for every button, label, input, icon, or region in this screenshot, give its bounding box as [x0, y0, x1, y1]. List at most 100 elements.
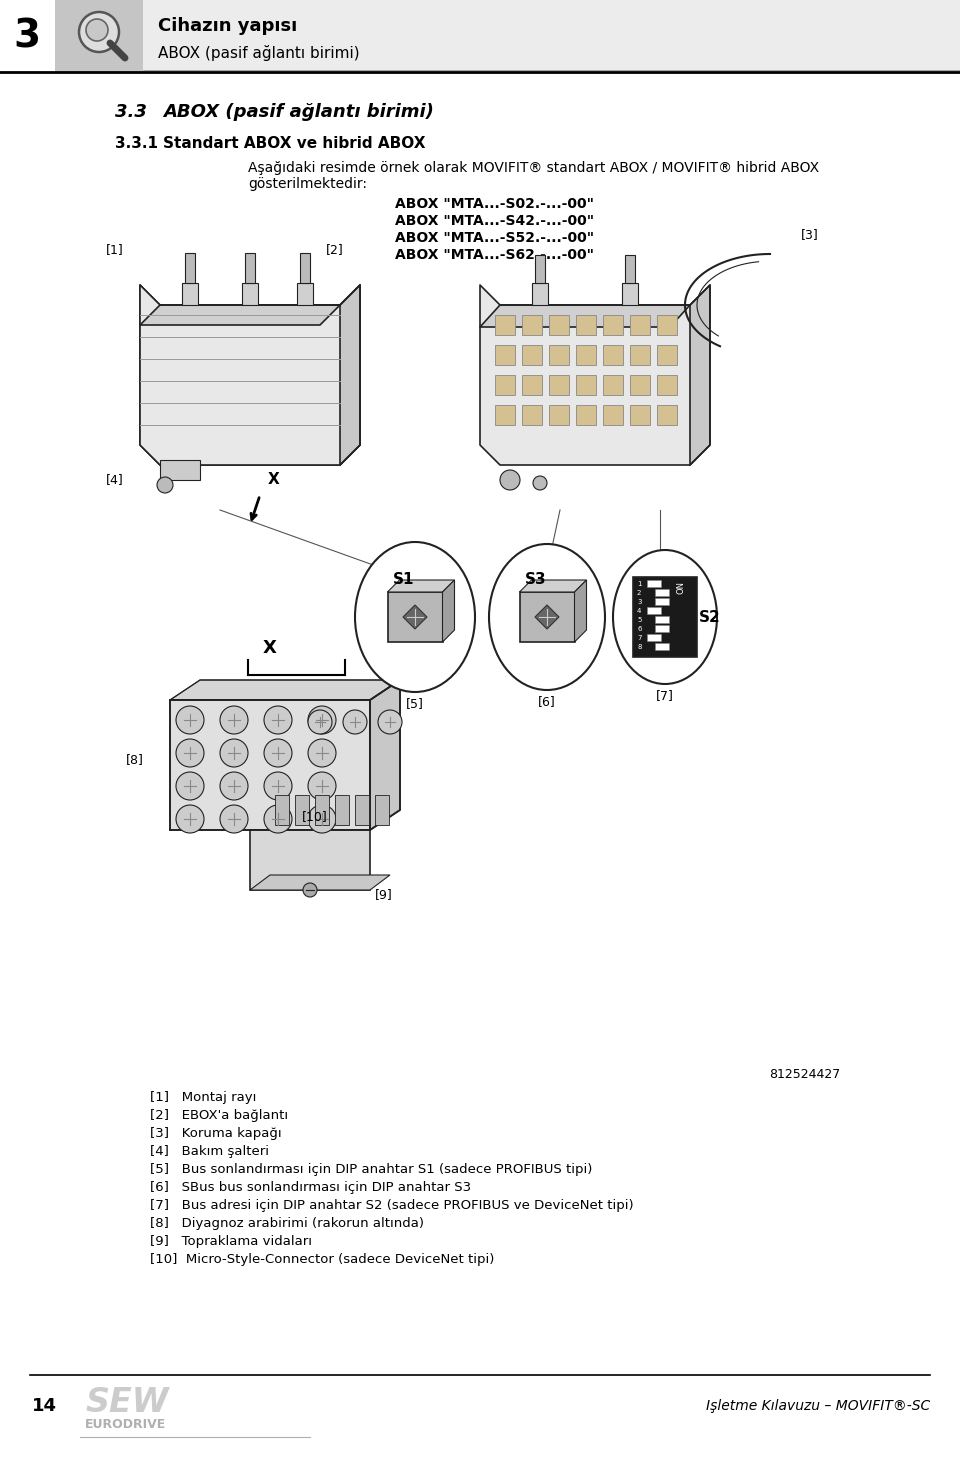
Text: [1]: [1] — [107, 244, 124, 256]
Text: 1: 1 — [637, 581, 641, 587]
Text: gösterilmektedir:: gösterilmektedir: — [248, 177, 367, 191]
Circle shape — [308, 805, 336, 833]
Text: Aşağıdaki resimde örnek olarak MOVIFIT® standart ABOX / MOVIFIT® hibrid ABOX: Aşağıdaki resimde örnek olarak MOVIFIT® … — [248, 161, 819, 175]
Bar — [495, 345, 515, 365]
Bar — [535, 254, 545, 282]
Polygon shape — [170, 680, 400, 700]
Polygon shape — [690, 285, 710, 464]
Bar — [647, 634, 661, 640]
Polygon shape — [170, 700, 370, 830]
Circle shape — [303, 883, 317, 896]
Text: 8: 8 — [637, 643, 641, 649]
Bar — [655, 615, 669, 623]
Text: ABOX "MTA...-S42.-...-00": ABOX "MTA...-S42.-...-00" — [395, 214, 594, 228]
Text: ABOX "MTA...-S62.-...-00": ABOX "MTA...-S62.-...-00" — [395, 248, 594, 262]
Text: 5: 5 — [637, 617, 641, 623]
Bar — [295, 796, 309, 825]
Circle shape — [264, 740, 292, 768]
Bar — [655, 643, 669, 649]
Polygon shape — [574, 580, 587, 642]
Circle shape — [176, 805, 204, 833]
Bar — [603, 405, 623, 424]
Bar — [0, 0, 960, 72]
Text: Cihazın yapısı: Cihazın yapısı — [158, 16, 298, 35]
Text: [3]: [3] — [802, 228, 819, 241]
Text: [3]   Koruma kapağı: [3] Koruma kapağı — [150, 1127, 281, 1140]
Circle shape — [176, 705, 204, 734]
Text: ABOX "MTA...-S52.-...-00": ABOX "MTA...-S52.-...-00" — [395, 231, 594, 246]
Bar — [655, 626, 669, 632]
Text: [6]: [6] — [539, 695, 556, 708]
Text: 3.3: 3.3 — [115, 104, 147, 121]
Polygon shape — [443, 580, 454, 642]
Polygon shape — [403, 605, 427, 629]
Bar — [522, 376, 542, 395]
Bar — [657, 345, 677, 365]
Bar — [185, 253, 195, 282]
Bar — [647, 606, 661, 614]
Text: 2: 2 — [637, 590, 641, 596]
Text: ABOX "MTA...-S02.-...-00": ABOX "MTA...-S02.-...-00" — [395, 197, 594, 211]
Circle shape — [308, 705, 336, 734]
Polygon shape — [370, 680, 400, 830]
Text: [5]   Bus sonlandırması için DIP anahtar S1 (sadece PROFIBUS tipi): [5] Bus sonlandırması için DIP anahtar S… — [150, 1164, 592, 1176]
Bar — [315, 796, 329, 825]
Bar — [522, 345, 542, 365]
Polygon shape — [250, 830, 370, 890]
Text: 3: 3 — [13, 16, 40, 55]
Bar — [576, 345, 596, 365]
Ellipse shape — [489, 544, 605, 691]
Bar — [297, 282, 313, 305]
Bar — [576, 376, 596, 395]
Bar — [655, 589, 669, 596]
Bar — [522, 315, 542, 336]
Bar — [622, 282, 638, 305]
Circle shape — [378, 710, 402, 734]
Circle shape — [264, 705, 292, 734]
Text: [4]   Bakım şalteri: [4] Bakım şalteri — [150, 1146, 269, 1158]
Text: [4]: [4] — [107, 473, 124, 487]
Text: ABOX (pasif ağlantı birimi): ABOX (pasif ağlantı birimi) — [163, 104, 434, 121]
Text: Standart ABOX ve hibrid ABOX: Standart ABOX ve hibrid ABOX — [163, 136, 425, 151]
Text: S1: S1 — [393, 572, 414, 587]
Bar — [519, 592, 574, 642]
Circle shape — [86, 19, 108, 41]
Bar — [335, 796, 349, 825]
Text: S2: S2 — [699, 609, 721, 624]
Text: [8]   Diyagnoz arabirimi (rakorun altında): [8] Diyagnoz arabirimi (rakorun altında) — [150, 1217, 424, 1231]
Text: 7: 7 — [637, 634, 641, 640]
Bar — [603, 376, 623, 395]
Circle shape — [79, 12, 119, 52]
Polygon shape — [388, 580, 454, 592]
Bar — [0, 0, 55, 72]
Bar — [300, 253, 310, 282]
Circle shape — [264, 772, 292, 800]
Bar — [549, 345, 569, 365]
Text: 3: 3 — [637, 599, 641, 605]
Text: [8]: [8] — [126, 753, 144, 766]
Text: 4: 4 — [637, 608, 641, 614]
Polygon shape — [535, 605, 559, 629]
Bar — [549, 315, 569, 336]
Bar — [160, 460, 200, 481]
Bar — [603, 315, 623, 336]
Text: [10]  Micro-Style-Connector (sadece DeviceNet tipi): [10] Micro-Style-Connector (sadece Devic… — [150, 1254, 494, 1266]
Polygon shape — [480, 305, 690, 327]
Bar — [657, 315, 677, 336]
Polygon shape — [519, 580, 587, 592]
Circle shape — [533, 476, 547, 490]
Text: X: X — [268, 472, 279, 488]
Bar — [630, 405, 650, 424]
Bar — [55, 0, 143, 72]
Text: [9]   Topraklama vidaları: [9] Topraklama vidaları — [150, 1235, 312, 1248]
Bar — [647, 580, 661, 587]
Polygon shape — [340, 285, 360, 464]
Bar — [657, 376, 677, 395]
Circle shape — [308, 710, 332, 734]
Bar — [355, 796, 369, 825]
Bar — [245, 253, 255, 282]
Circle shape — [220, 772, 248, 800]
Ellipse shape — [613, 550, 717, 683]
Bar — [495, 315, 515, 336]
Text: [7]: [7] — [656, 689, 674, 703]
